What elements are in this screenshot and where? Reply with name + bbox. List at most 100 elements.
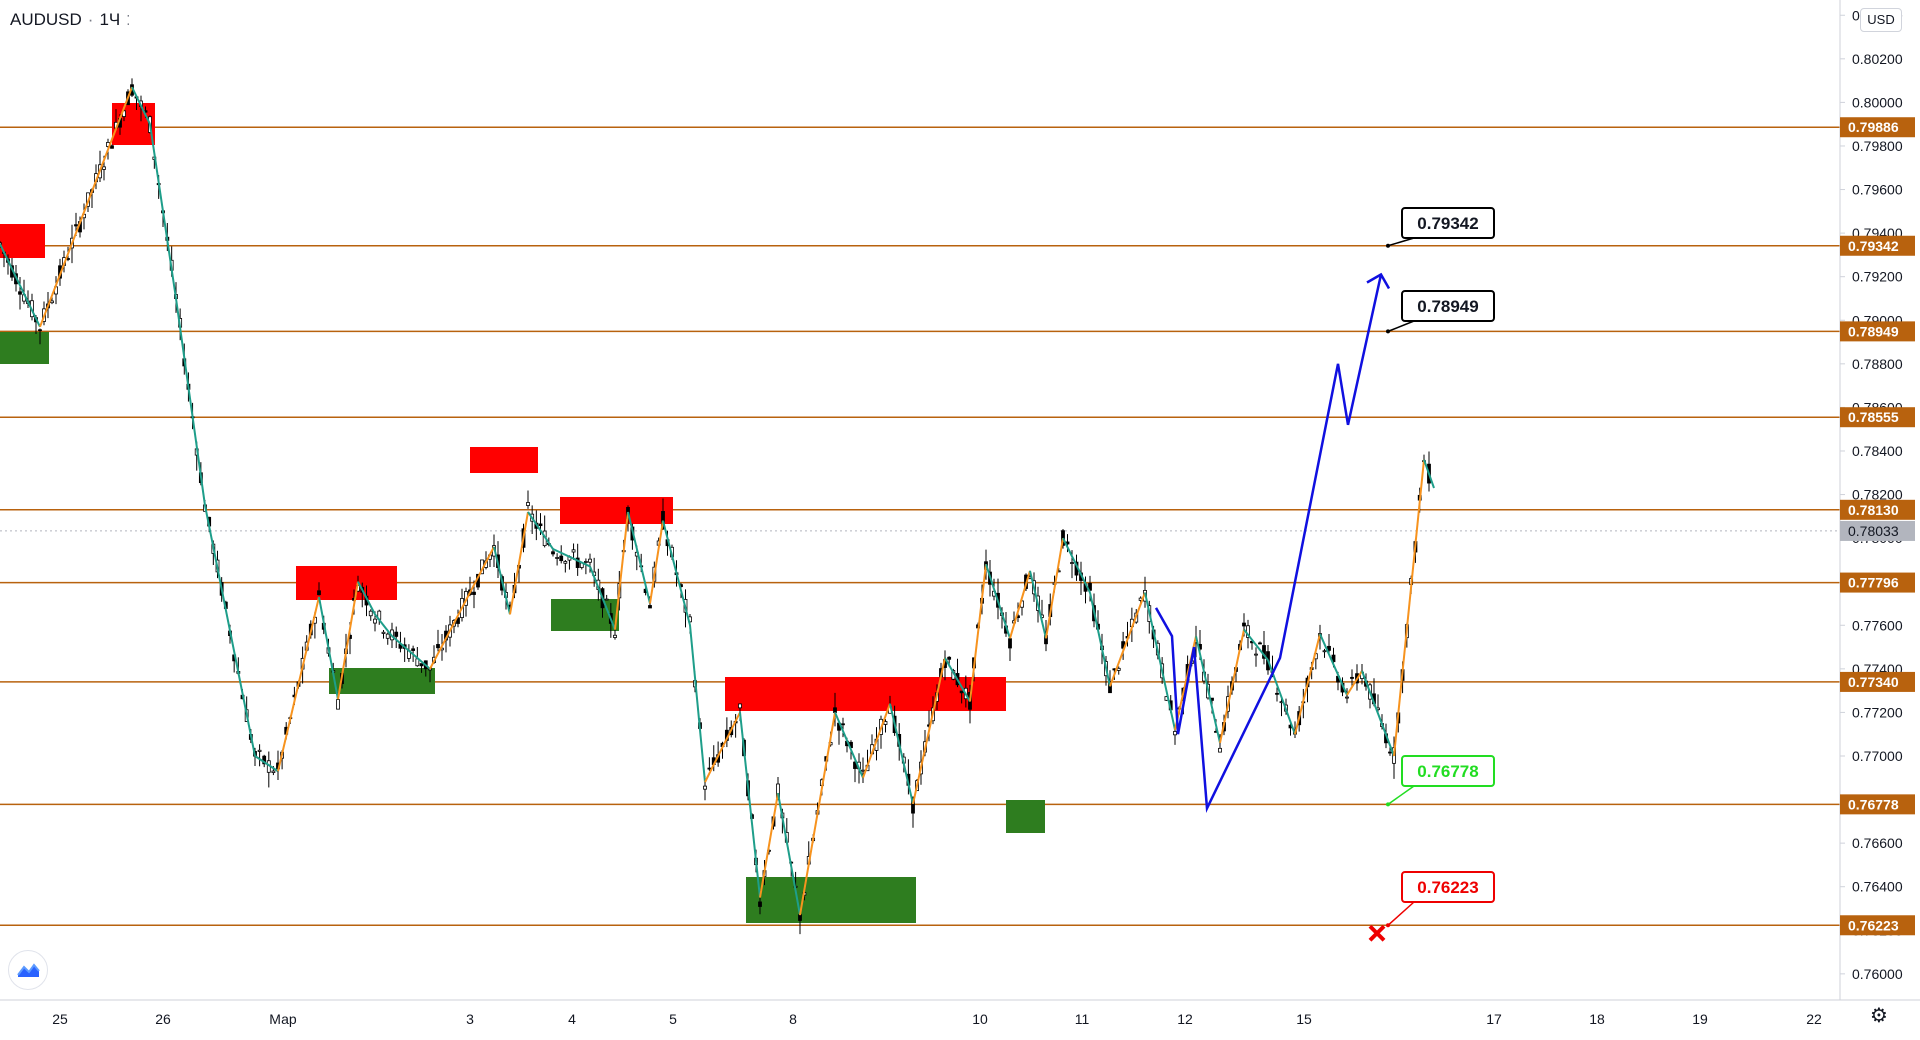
level-badge-label: 0.78949: [1848, 323, 1899, 339]
zigzag-up-segment: [1346, 670, 1363, 696]
callout-anchor: [1386, 923, 1390, 928]
level-badge: [1840, 572, 1915, 593]
candle-body: [50, 300, 54, 304]
callout-pointer: [1387, 785, 1415, 805]
candle-body: [1254, 653, 1258, 656]
callout-pointer: [1387, 320, 1415, 333]
candle-body: [436, 644, 440, 649]
candle-body: [336, 699, 340, 710]
zigzag-down-segment: [357, 581, 376, 615]
candle-body: [1218, 747, 1222, 753]
candle-body: [758, 901, 762, 907]
level-badge: [1840, 915, 1915, 936]
time-tick-label: 4: [568, 1011, 576, 1027]
level-badge: [1840, 407, 1915, 428]
time-tick-label: 22: [1806, 1011, 1822, 1027]
candle-body: [394, 631, 399, 637]
zigzag-up-segment: [862, 703, 891, 779]
candle-body: [911, 796, 915, 814]
time-tick-label: 18: [1589, 1011, 1605, 1027]
candle-body: [559, 555, 564, 562]
time-tick-label: 10: [972, 1011, 988, 1027]
candle-body: [959, 690, 964, 694]
candle-body: [1275, 692, 1279, 695]
candle-body: [575, 557, 580, 568]
last-price-badge: [1840, 520, 1915, 541]
dots-icon[interactable]: ⁚: [126, 13, 131, 28]
zigzag-up-segment: [277, 596, 320, 772]
timeframe[interactable]: 1Ч: [99, 10, 121, 29]
callout-anchor: [1386, 243, 1390, 248]
candle-body: [1322, 650, 1327, 653]
candle-body: [74, 224, 78, 227]
currency-badge[interactable]: USD: [1860, 8, 1902, 32]
zigzag-down-segment: [175, 298, 206, 506]
symbol-name: AUDUSD: [10, 10, 82, 29]
time-tick-label: 5: [669, 1011, 677, 1027]
level-badge-label: 0.79886: [1848, 119, 1899, 135]
price-axis-background: [1840, 0, 1920, 1040]
zigzag-up-segment: [1219, 629, 1245, 744]
level-badge-label: 0.77796: [1848, 575, 1899, 591]
zigzag-up-segment: [704, 711, 741, 783]
supply-zone: [296, 566, 397, 600]
stop-cross-icon: [1368, 924, 1386, 942]
candle-body: [18, 291, 22, 295]
zigzag-down-segment: [689, 625, 706, 783]
callout-label: 0.76778: [1417, 762, 1478, 781]
zigzag-down-segment: [527, 511, 554, 550]
candle-body: [317, 590, 321, 596]
time-axis: 25 26 Мар 3 4 5 8 10 11 12 15 17 18 19 22: [52, 1011, 1822, 1027]
candle-body: [703, 785, 707, 790]
level-badge-label: 0.76223: [1848, 917, 1899, 933]
level-badge: [1840, 235, 1915, 256]
candle-body: [0, 242, 2, 245]
zigzag-down-segment: [889, 703, 914, 805]
candle-body: [853, 761, 857, 769]
zigzag-up-segment: [799, 712, 836, 916]
candle-body: [1108, 681, 1112, 694]
zigzag-down-segment: [1361, 670, 1395, 757]
zigzag-down-segment: [1423, 459, 1435, 489]
candle-body: [373, 618, 377, 624]
candle-body: [648, 605, 652, 609]
zigzag-down-segment: [944, 657, 971, 703]
level-badge-label: 0.78555: [1848, 409, 1899, 425]
candle-body: [411, 648, 416, 651]
price-tick-label: 0.77600: [1852, 617, 1903, 633]
price-tick-label: 0.76600: [1852, 835, 1903, 851]
candle-body: [38, 329, 42, 332]
candle-body: [1061, 530, 1065, 546]
level-badge: [1840, 117, 1915, 138]
zigzag-up-segment: [1393, 459, 1425, 757]
zigzag-up-segment: [649, 520, 664, 604]
zigzag-down-segment: [131, 86, 151, 125]
candle-body: [798, 914, 802, 921]
zigzag-down-segment: [1144, 592, 1176, 731]
candle-body: [1088, 583, 1092, 591]
time-tick-label: 25: [52, 1011, 68, 1027]
candle-body: [538, 523, 543, 527]
candle-body: [110, 145, 114, 149]
candle-body: [102, 166, 106, 170]
demand-zone: [746, 877, 916, 923]
zigzag-down-segment: [254, 755, 279, 773]
price-tick-label: 0.80000: [1852, 94, 1903, 110]
candle-body: [588, 558, 592, 563]
zigzag-down-segment: [1195, 635, 1221, 744]
symbol-header[interactable]: AUDUSD · 1Ч ⁚: [10, 10, 130, 30]
zigzag-up-segment: [1294, 633, 1321, 735]
candles: [0, 78, 1431, 935]
callout-label: 0.78949: [1417, 297, 1478, 316]
zigzag-up-segment: [337, 581, 359, 700]
zigzag-up-segment: [1045, 537, 1064, 639]
demand-zone: [329, 668, 435, 694]
level-badge-label: 0.78130: [1848, 502, 1899, 518]
tradingview-logo-icon[interactable]: [8, 950, 48, 990]
zigzag-down-segment: [739, 712, 761, 898]
candle-body: [833, 707, 837, 713]
gear-icon[interactable]: ⚙: [1870, 1005, 1888, 1027]
price-tick-label: 0.77200: [1852, 704, 1903, 720]
